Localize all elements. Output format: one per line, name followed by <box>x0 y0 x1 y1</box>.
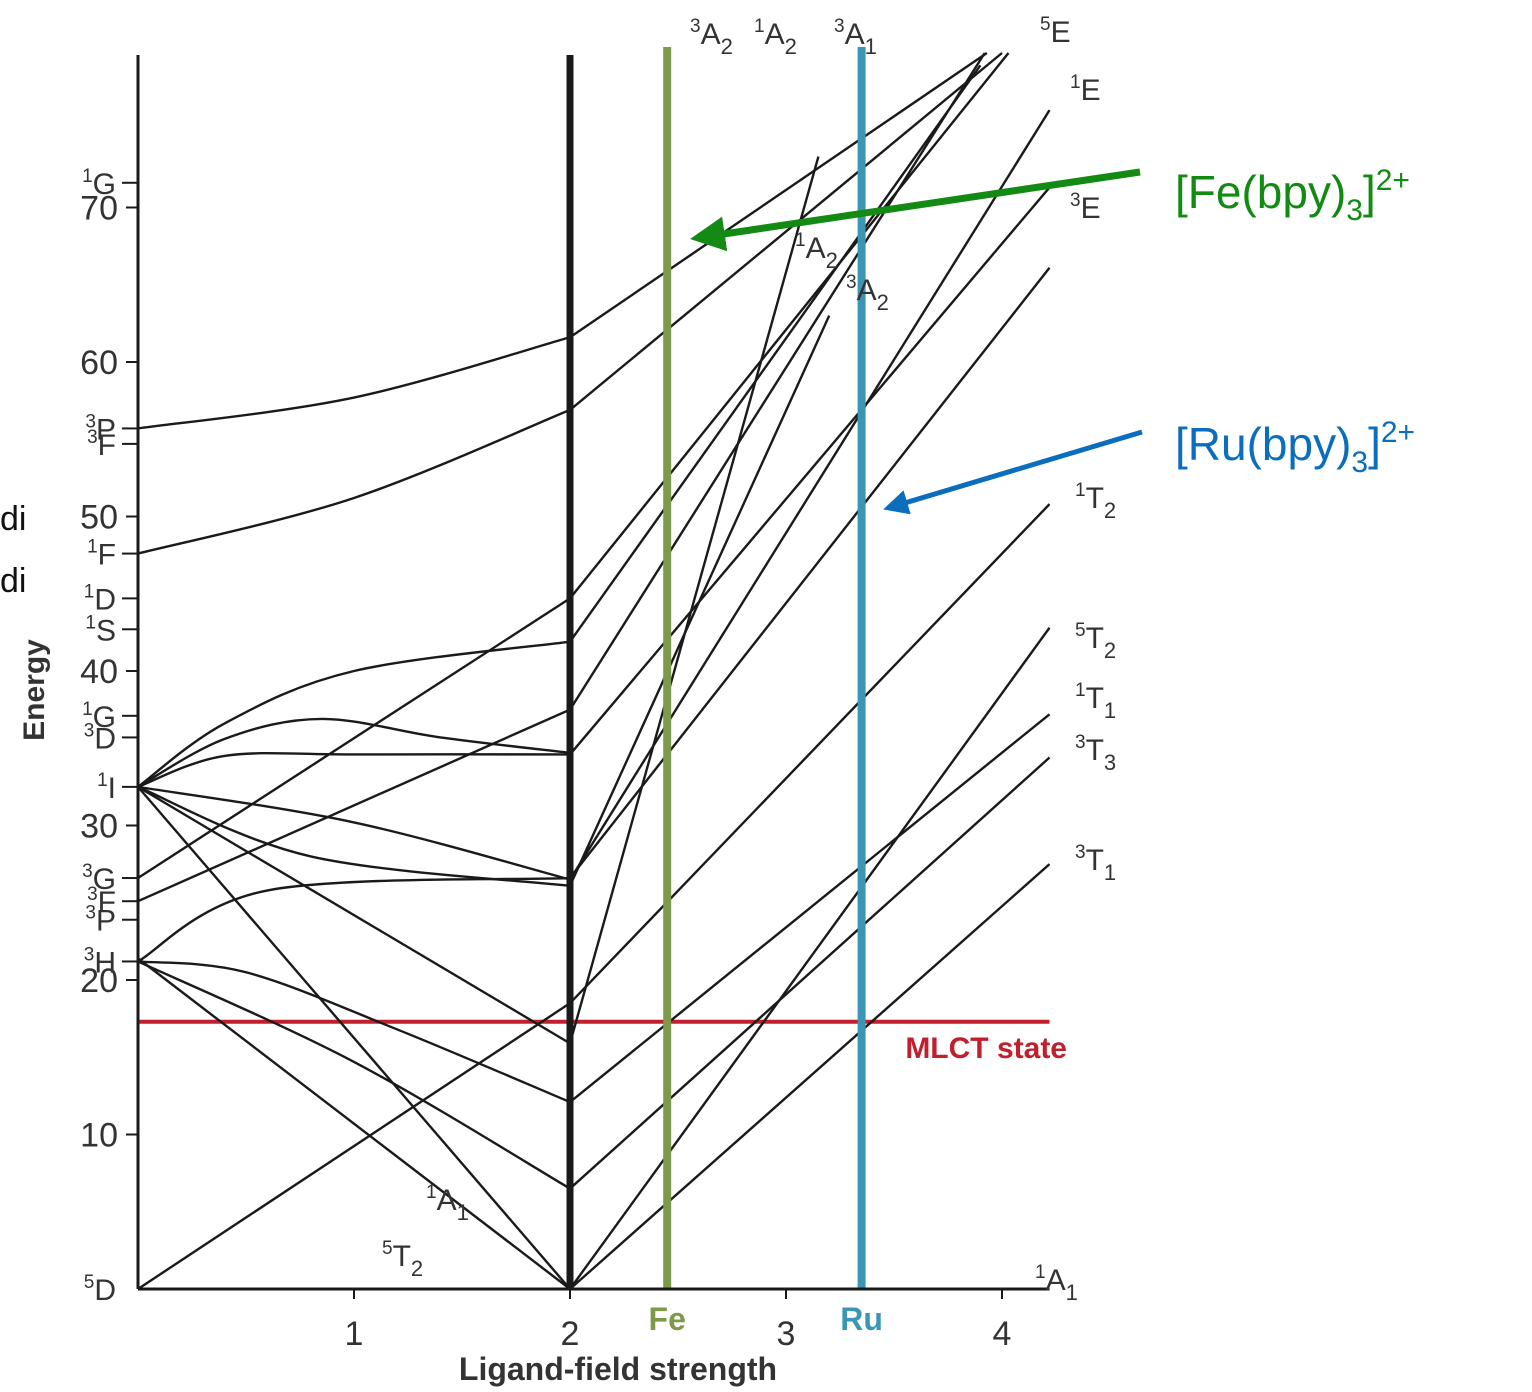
label-layer: Fe Ru1G3P3F1F1D1S1G3D1I3G3F3P3H5D3A21A23A… <box>0 14 1116 1337</box>
left-term-label: 3H <box>84 944 116 979</box>
right-term-label: 5E <box>1040 14 1071 49</box>
callout-label: [Fe(bpy)3]2+ <box>1175 164 1410 227</box>
right-term-label: 3A2 <box>846 272 889 315</box>
energy-curve <box>569 713 1051 1103</box>
energy-curve <box>137 785 571 881</box>
x-axis-title: Ligand-field strength <box>459 1351 777 1387</box>
x-tick-label: 2 <box>561 1315 580 1353</box>
left-term-label: 3D <box>84 720 116 755</box>
energy-curve <box>569 64 982 643</box>
axes-layer: 1 2 3 4 10 20 30 40 50 60 70 Ligand-field strength E… <box>18 55 1050 1387</box>
y-tick-label: 60 <box>80 344 118 382</box>
callout-arrow <box>883 429 1143 515</box>
right-term-label: 1A1 <box>1035 1262 1078 1305</box>
marker-label-fe: Fe <box>649 1301 686 1337</box>
marker-label-ru: Ru <box>840 1301 883 1337</box>
energy-curve <box>569 863 1051 1290</box>
energy-curve <box>137 751 571 789</box>
left-term-label: 3P <box>85 411 116 446</box>
right-term-label: 1A2 <box>754 16 797 59</box>
clipped-text: di <box>0 500 26 538</box>
energy-curve <box>137 785 571 887</box>
energy-curve <box>137 408 571 555</box>
energy-curve <box>137 717 571 788</box>
energy-curve <box>137 786 571 1290</box>
low-term-label: 1A1 <box>426 1182 469 1225</box>
callout-layer: [Fe(bpy)3]2+ [Ru(bpy)3]2+ <box>690 164 1415 515</box>
right-term-label: 3E <box>1070 190 1101 225</box>
left-term-label: 3G <box>82 861 116 896</box>
energy-curve <box>137 960 571 1104</box>
right-term-label: 1A2 <box>795 230 838 273</box>
energy-curve <box>137 640 571 788</box>
energy-curve <box>569 186 1051 756</box>
left-term-label: 1I <box>97 770 116 805</box>
callout-label: [Ru(bpy)3]2+ <box>1175 416 1415 479</box>
left-term-label: 1F <box>87 537 116 572</box>
energy-curve <box>568 156 820 1044</box>
right-term-label: 3T3 <box>1075 732 1116 775</box>
right-term-label: 1T2 <box>1075 480 1116 523</box>
low-term-label: 5T2 <box>382 1238 423 1281</box>
energy-curve <box>137 957 571 1290</box>
left-term-label: 1G <box>82 699 116 734</box>
left-term-label: 1D <box>84 581 116 616</box>
energy-curve <box>137 785 571 1045</box>
callout-arrow <box>690 168 1141 252</box>
energy-curve <box>569 52 1010 600</box>
energy-curve <box>569 503 1051 1005</box>
left-term-label: 1G <box>82 166 116 201</box>
mlct-label: MLCT state <box>905 1032 1067 1065</box>
y-tick-label: 30 <box>80 808 118 846</box>
y-tick-label: 50 <box>80 499 118 537</box>
x-tick-label: 1 <box>345 1315 364 1353</box>
y-tick-label: 20 <box>80 962 118 1000</box>
energy-curve <box>137 960 571 1190</box>
energy-curve <box>568 52 986 711</box>
energy-curve <box>137 597 571 880</box>
right-term-label: 3A2 <box>690 16 733 59</box>
right-term-label: 5T2 <box>1075 620 1116 663</box>
energy-curve <box>568 109 1051 881</box>
energy-curve <box>569 52 1003 411</box>
energy-curve <box>137 1002 571 1291</box>
energy-curve <box>137 336 571 430</box>
left-term-label: 3F <box>87 884 116 919</box>
y-axis-title: Energy <box>18 639 51 741</box>
energy-curve <box>568 315 831 887</box>
right-term-label: 3A1 <box>834 16 877 59</box>
y-tick-label: 10 <box>80 1117 118 1155</box>
right-term-label: 1T1 <box>1075 680 1116 723</box>
energy-curve <box>569 52 988 339</box>
energy-curve <box>569 756 1051 1190</box>
right-term-label: 1E <box>1070 72 1101 107</box>
curve-layer <box>137 52 1051 1291</box>
right-term-label: 3T1 <box>1075 842 1116 885</box>
energy-curve <box>569 627 1051 1290</box>
left-term-label: 5D <box>84 1272 116 1307</box>
clipped-text: di <box>0 562 26 600</box>
marker-line-layer <box>566 47 866 1289</box>
x-tick-label: 4 <box>993 1315 1012 1353</box>
y-tick-label: 70 <box>80 190 118 228</box>
x-tick-label: 3 <box>777 1315 796 1353</box>
left-term-label: 3P <box>85 903 116 938</box>
left-term-label: 3F <box>87 427 116 462</box>
y-tick-label: 40 <box>80 653 118 691</box>
left-term-label: 1S <box>85 612 116 647</box>
energy-curve <box>137 876 571 963</box>
energy-curve <box>569 267 1051 879</box>
